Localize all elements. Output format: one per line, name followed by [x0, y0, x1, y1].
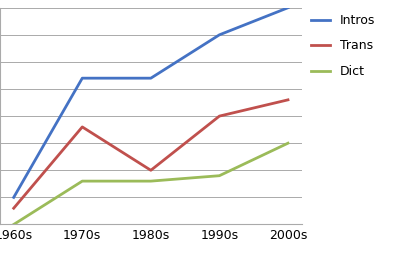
Line: Intros: Intros — [14, 8, 288, 197]
Intros — [11, 196, 16, 199]
Intros — [217, 33, 222, 36]
Dict — [11, 223, 16, 226]
Intros — [285, 6, 290, 9]
Line: Trans: Trans — [14, 100, 288, 208]
Dict — [80, 180, 85, 183]
Line: Dict: Dict — [14, 143, 288, 224]
Trans — [80, 125, 85, 128]
Trans — [285, 98, 290, 101]
Trans — [148, 169, 153, 172]
Dict — [285, 142, 290, 145]
Dict — [217, 174, 222, 177]
Intros — [148, 77, 153, 80]
Intros — [80, 77, 85, 80]
Legend: Intros, Trans, Dict: Intros, Trans, Dict — [311, 14, 375, 78]
Dict — [148, 180, 153, 183]
Trans — [11, 207, 16, 210]
Trans — [217, 115, 222, 118]
